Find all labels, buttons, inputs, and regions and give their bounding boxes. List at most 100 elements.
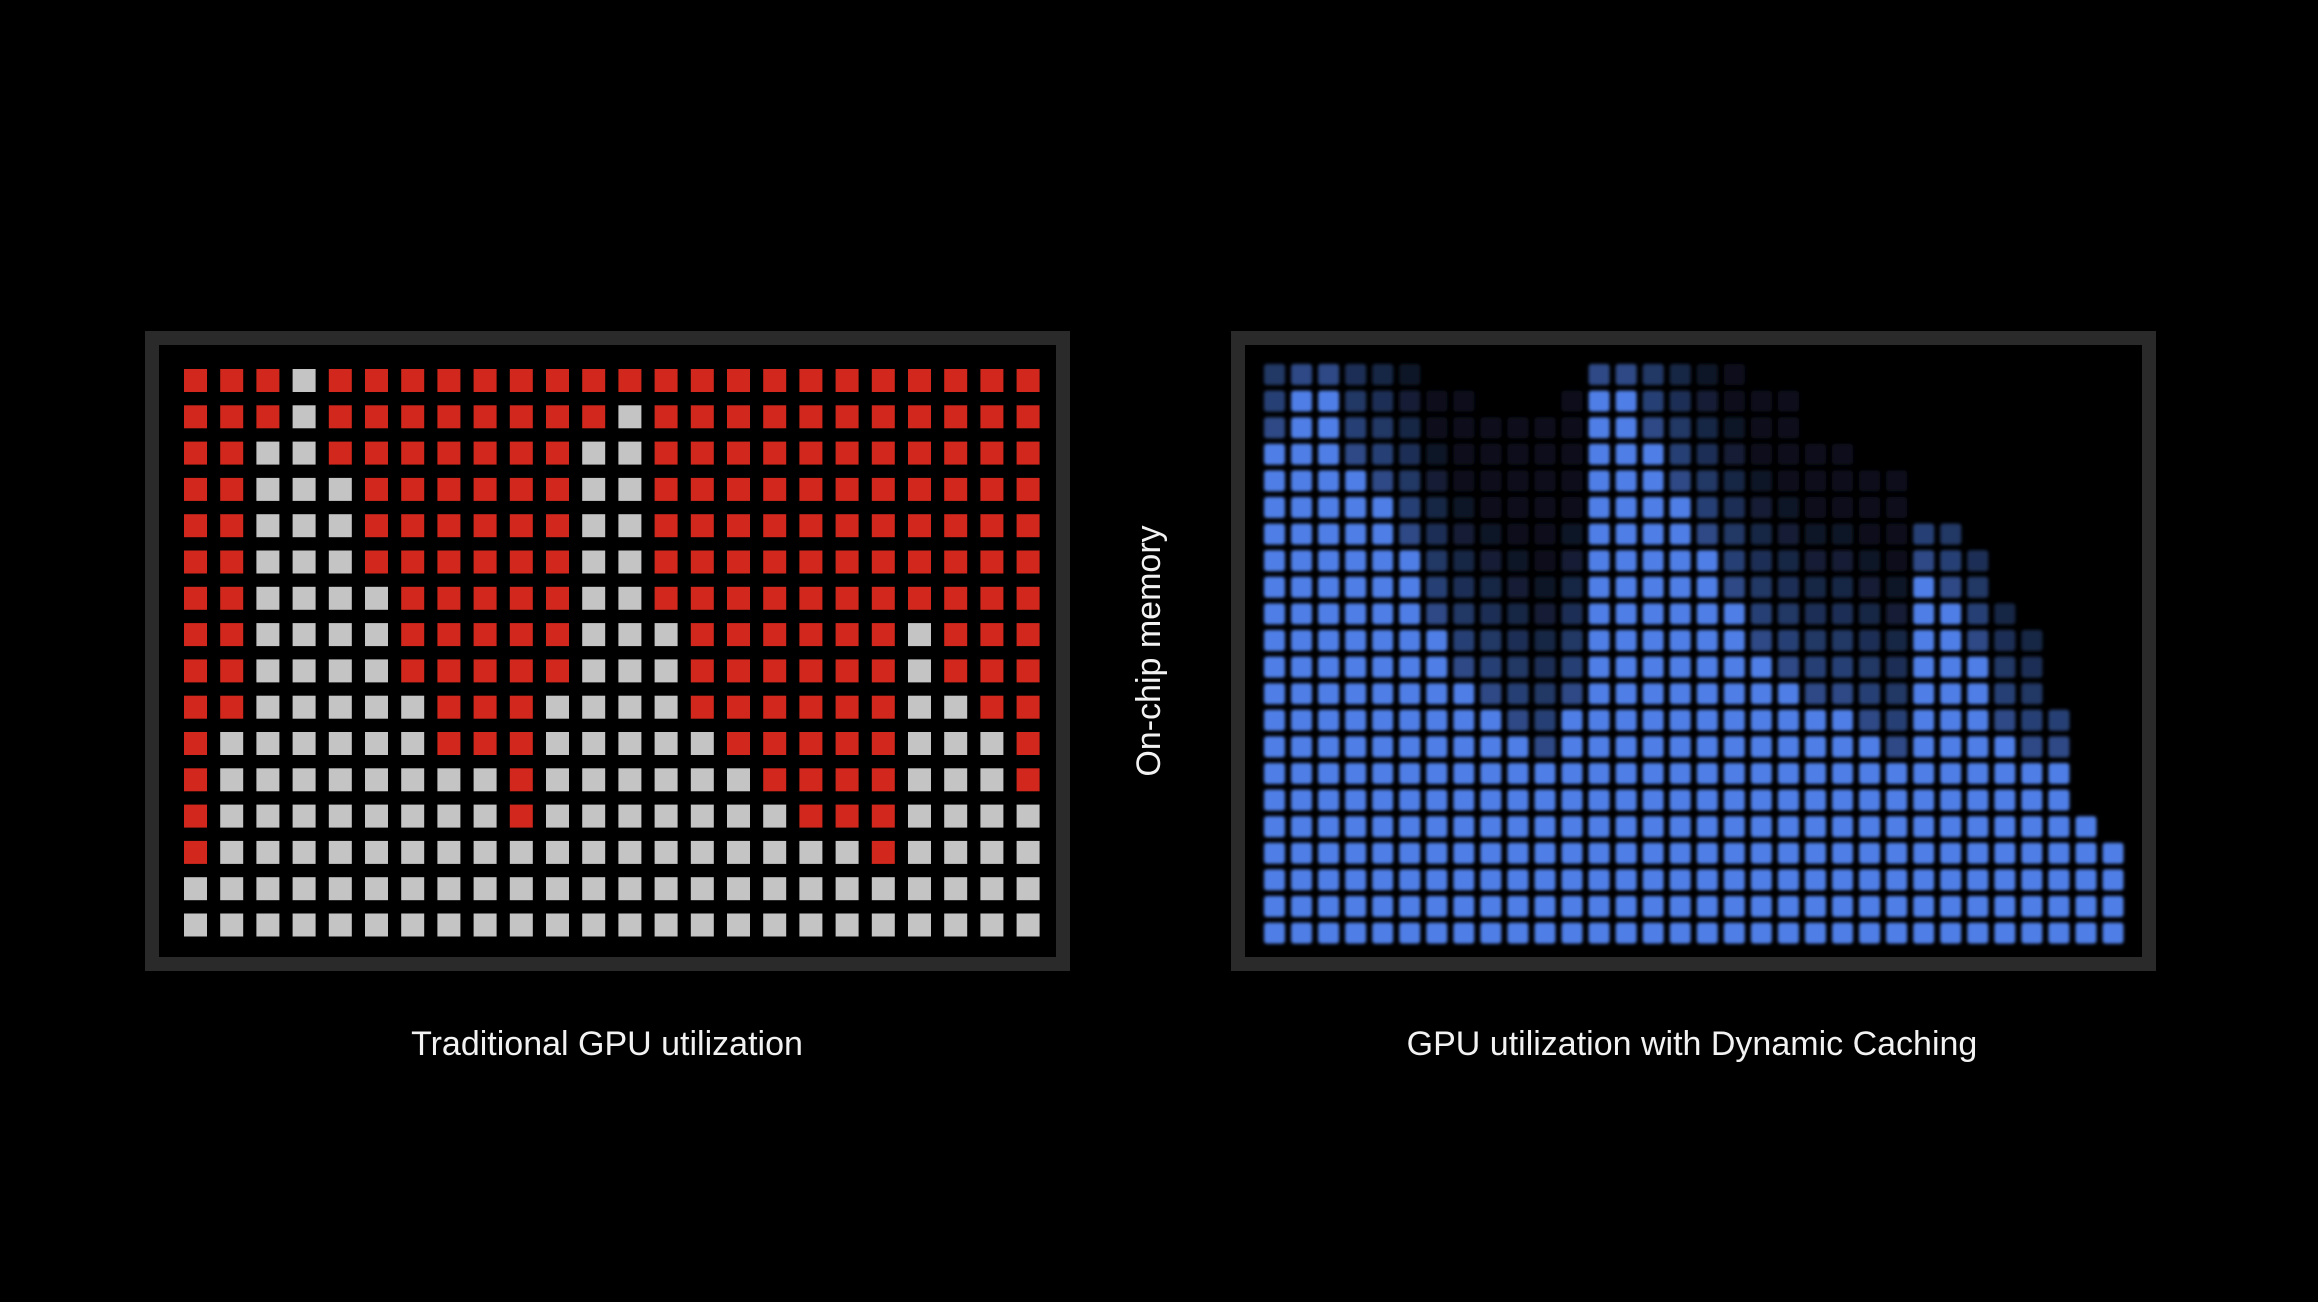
memory-cell: [908, 514, 931, 538]
memory-cell: [690, 441, 714, 465]
cache-cell: [1642, 390, 1664, 412]
memory-cell: [690, 840, 714, 864]
cache-cell: [1642, 842, 1664, 864]
memory-cell: [582, 768, 606, 792]
cache-cell: [1588, 736, 1610, 758]
cache-cell: [1723, 869, 1745, 891]
cache-cell: [1859, 763, 1881, 784]
memory-cell: [401, 840, 425, 864]
cache-cell: [1777, 443, 1799, 465]
memory-cell: [618, 877, 642, 901]
memory-cell: [401, 369, 425, 392]
cache-cell: [1399, 869, 1421, 891]
cache-cell: [1264, 497, 1285, 518]
cache-cell: [1291, 603, 1313, 625]
memory-cell: [763, 768, 787, 792]
cache-cell: [1318, 364, 1340, 385]
cache-cell: [1805, 603, 1826, 625]
cache-cell: [1913, 683, 1935, 705]
cache-cell: [1669, 869, 1691, 891]
cache-cell: [1561, 630, 1583, 651]
memory-cell: [690, 514, 714, 538]
memory-cell: [292, 550, 316, 574]
cache-cell: [1805, 736, 1826, 758]
cache-cell: [1480, 630, 1502, 651]
cache-cell: [1453, 470, 1475, 492]
memory-cell: [220, 913, 244, 937]
cache-cell: [1345, 364, 1367, 385]
cache-cell: [1805, 470, 1826, 492]
cache-cell: [1723, 470, 1745, 492]
cache-cell: [1696, 576, 1718, 598]
cache-cell: [2075, 816, 2097, 838]
cache-cell: [1345, 763, 1367, 784]
cache-cell: [1750, 656, 1772, 678]
memory-cell: [546, 732, 569, 755]
memory-cell: [328, 441, 352, 465]
memory-cell: [799, 659, 823, 683]
cache-cell: [1669, 550, 1691, 572]
cache-cell: [1642, 523, 1664, 545]
memory-cell: [365, 550, 388, 574]
memory-cell: [1016, 804, 1040, 828]
memory-cell: [184, 804, 207, 828]
memory-cell: [437, 514, 461, 538]
memory-cell: [654, 586, 678, 610]
cache-cell: [1913, 630, 1935, 651]
cache-cell: [1723, 922, 1745, 944]
memory-cell: [328, 913, 352, 937]
memory-cell: [799, 441, 823, 465]
memory-cell: [509, 695, 533, 719]
memory-cell: [654, 840, 678, 864]
cache-cell: [1777, 417, 1799, 439]
memory-cell: [184, 877, 207, 901]
cache-cell: [2021, 656, 2043, 678]
memory-cell: [799, 804, 823, 828]
memory-cell: [546, 623, 569, 647]
memory-cell: [582, 840, 606, 864]
cache-cell: [1696, 364, 1718, 385]
cache-cell: [1534, 630, 1556, 651]
memory-cell: [473, 405, 497, 429]
cache-cell: [1480, 550, 1502, 572]
cache-cell: [1399, 709, 1421, 731]
memory-cell: [473, 732, 497, 755]
cache-cell: [1291, 630, 1313, 651]
cache-cell: [1859, 789, 1881, 811]
memory-cell: [835, 623, 859, 647]
cache-cell: [1805, 922, 1826, 944]
cache-cell: [1399, 842, 1421, 864]
cache-cell: [1913, 922, 1935, 944]
cache-cell: [1696, 523, 1718, 545]
cache-cell: [1534, 523, 1556, 545]
cache-cell: [1832, 816, 1854, 838]
cache-cell: [1615, 550, 1637, 572]
memory-cell: [944, 623, 968, 647]
memory-cell: [1016, 732, 1040, 755]
cache-cell: [1480, 656, 1502, 678]
memory-cell: [908, 768, 931, 792]
memory-cell: [799, 477, 823, 501]
cache-cell: [1750, 630, 1772, 651]
cache-cell: [1750, 896, 1772, 917]
memory-cell: [220, 405, 244, 429]
memory-cell: [473, 369, 497, 392]
memory-cell: [184, 441, 207, 465]
cache-cell: [1805, 576, 1826, 598]
cache-cell: [1426, 736, 1448, 758]
memory-cell: [654, 514, 678, 538]
memory-cell: [220, 441, 244, 465]
cache-cell: [1264, 922, 1285, 944]
memory-cell: [618, 369, 642, 392]
memory-cell: [365, 804, 388, 828]
cache-cell: [1696, 763, 1718, 784]
cache-cell: [1886, 603, 1908, 625]
memory-cell: [365, 840, 388, 864]
cache-cell: [2075, 842, 2097, 864]
memory-cell: [509, 405, 533, 429]
cache-cell: [1588, 390, 1610, 412]
cache-cell: [1561, 523, 1583, 545]
memory-cell: [292, 586, 316, 610]
cache-cell: [1399, 736, 1421, 758]
